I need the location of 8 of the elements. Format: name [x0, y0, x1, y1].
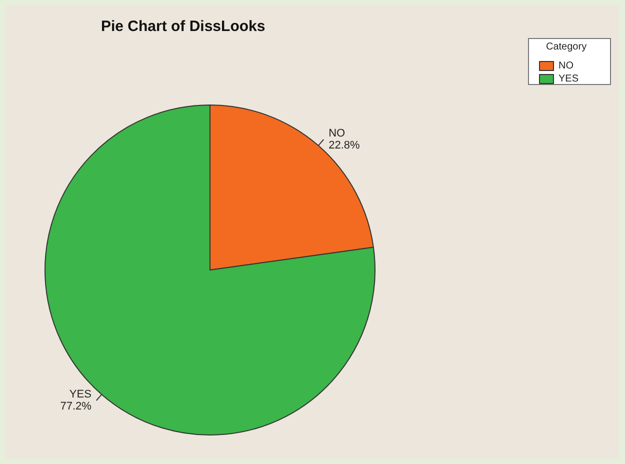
slice-label: YES: [69, 388, 92, 400]
data-label: 22.8%: [328, 140, 360, 152]
legend-title: Category: [546, 42, 587, 52]
data-label: 77.2%: [60, 400, 92, 412]
legend-label: NO: [558, 60, 574, 72]
chart-title: Pie Chart of DissLooks: [101, 18, 266, 35]
slice-label: NO: [328, 128, 346, 140]
legend-label: YES: [558, 74, 579, 84]
